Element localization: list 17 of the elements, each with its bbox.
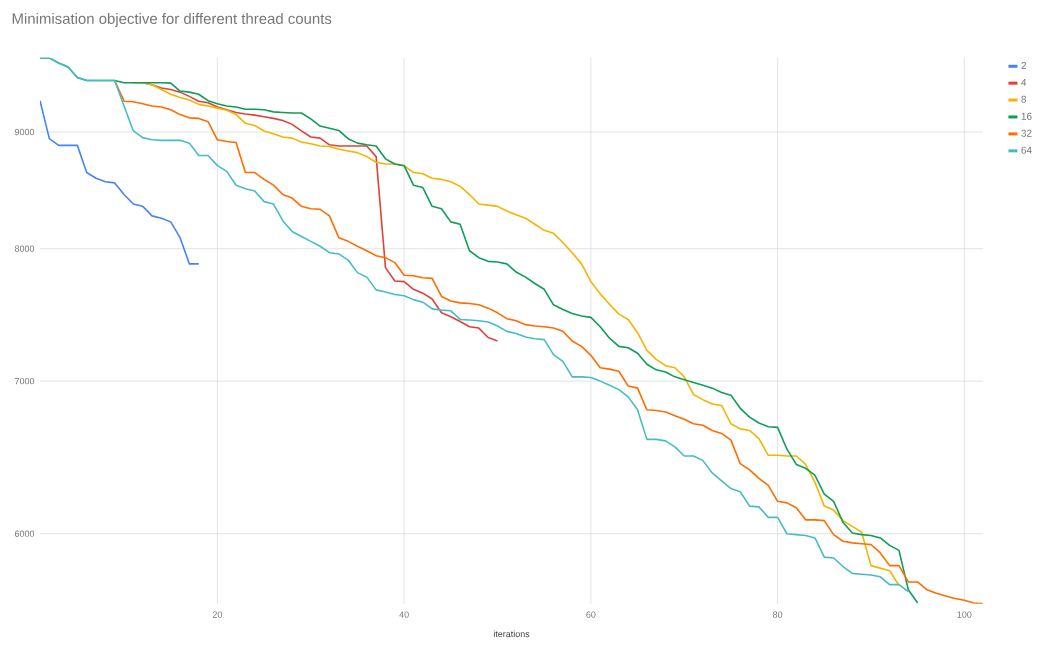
x-tick-label: 20 <box>212 611 223 618</box>
legend-label: 16 <box>1021 112 1032 120</box>
legend-label: 4 <box>1021 78 1027 86</box>
legend-label: 64 <box>1021 146 1032 154</box>
legend-label: 32 <box>1021 129 1032 137</box>
y-tick-label: 9000 <box>14 128 35 136</box>
x-axis-title: iterations <box>493 630 530 638</box>
legend-label: 8 <box>1021 95 1027 103</box>
x-tick-label: 100 <box>957 611 972 618</box>
y-tick-label: 6000 <box>15 530 35 537</box>
x-tick-label: 80 <box>773 611 783 618</box>
y-tick-label: 7000 <box>15 377 35 385</box>
legend-label: 2 <box>1021 62 1026 70</box>
chart-title: Minimisation objective for different thread counts <box>12 13 332 27</box>
x-tick-label: 40 <box>399 611 409 618</box>
x-tick-label: 60 <box>586 611 596 618</box>
y-tick-label: 8000 <box>14 245 35 252</box>
